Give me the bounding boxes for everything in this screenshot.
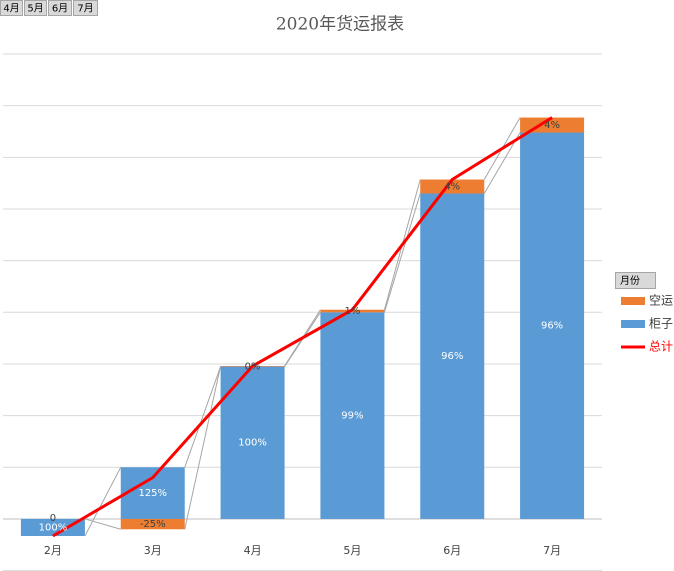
series-line (184, 365, 222, 530)
data-label: 4% (544, 120, 560, 131)
total-line (52, 116, 553, 538)
data-label: 4% (444, 182, 460, 193)
data-label: 0% (245, 361, 261, 372)
data-label: 0 (50, 513, 56, 524)
legend-swatch (621, 297, 645, 305)
data-label: 100% (238, 438, 267, 449)
legend-label[interactable]: 空运 (649, 294, 673, 308)
filter-button[interactable] (48, 0, 72, 16)
filter-button[interactable] (73, 0, 98, 16)
data-label: 99% (341, 411, 363, 422)
series-line (84, 467, 122, 537)
x-tick-label: 3月 (144, 544, 162, 557)
data-label: 1% (344, 306, 360, 317)
data-label: 96% (541, 321, 563, 332)
x-tick-label: 4月 (244, 544, 262, 557)
x-tick-label: 2月 (44, 544, 62, 557)
data-label: 96% (441, 351, 463, 362)
filter-button-label: 5月 (27, 3, 43, 15)
legend-header[interactable] (615, 272, 656, 289)
legend-label[interactable]: 总计 (649, 340, 673, 354)
bar (120, 518, 185, 530)
filter-button-label: 4月 (3, 3, 19, 15)
bar (420, 193, 485, 519)
filter-button[interactable] (0, 0, 23, 16)
bar (420, 179, 485, 194)
series-line (383, 193, 421, 313)
x-tick-label: 7月 (543, 544, 561, 557)
legend-title: 月份 (620, 275, 640, 287)
data-label: 100% (39, 522, 68, 533)
bar (20, 518, 85, 536)
bar (520, 132, 585, 519)
legend-label[interactable]: 柜子 (649, 317, 673, 331)
filter-button[interactable] (24, 0, 47, 16)
series-line (84, 518, 121, 530)
data-label: 125% (138, 488, 167, 499)
filter-button-label: 6月 (52, 3, 68, 15)
bar (320, 312, 385, 519)
chart-title: 2020年货运报表 (276, 15, 404, 35)
legend-swatch (621, 320, 645, 328)
x-tick-label: 6月 (443, 544, 461, 557)
data-label: -25% (140, 519, 166, 530)
x-tick-label: 5月 (343, 544, 361, 557)
series-line (184, 366, 222, 468)
filter-button-label: 7月 (77, 3, 93, 15)
